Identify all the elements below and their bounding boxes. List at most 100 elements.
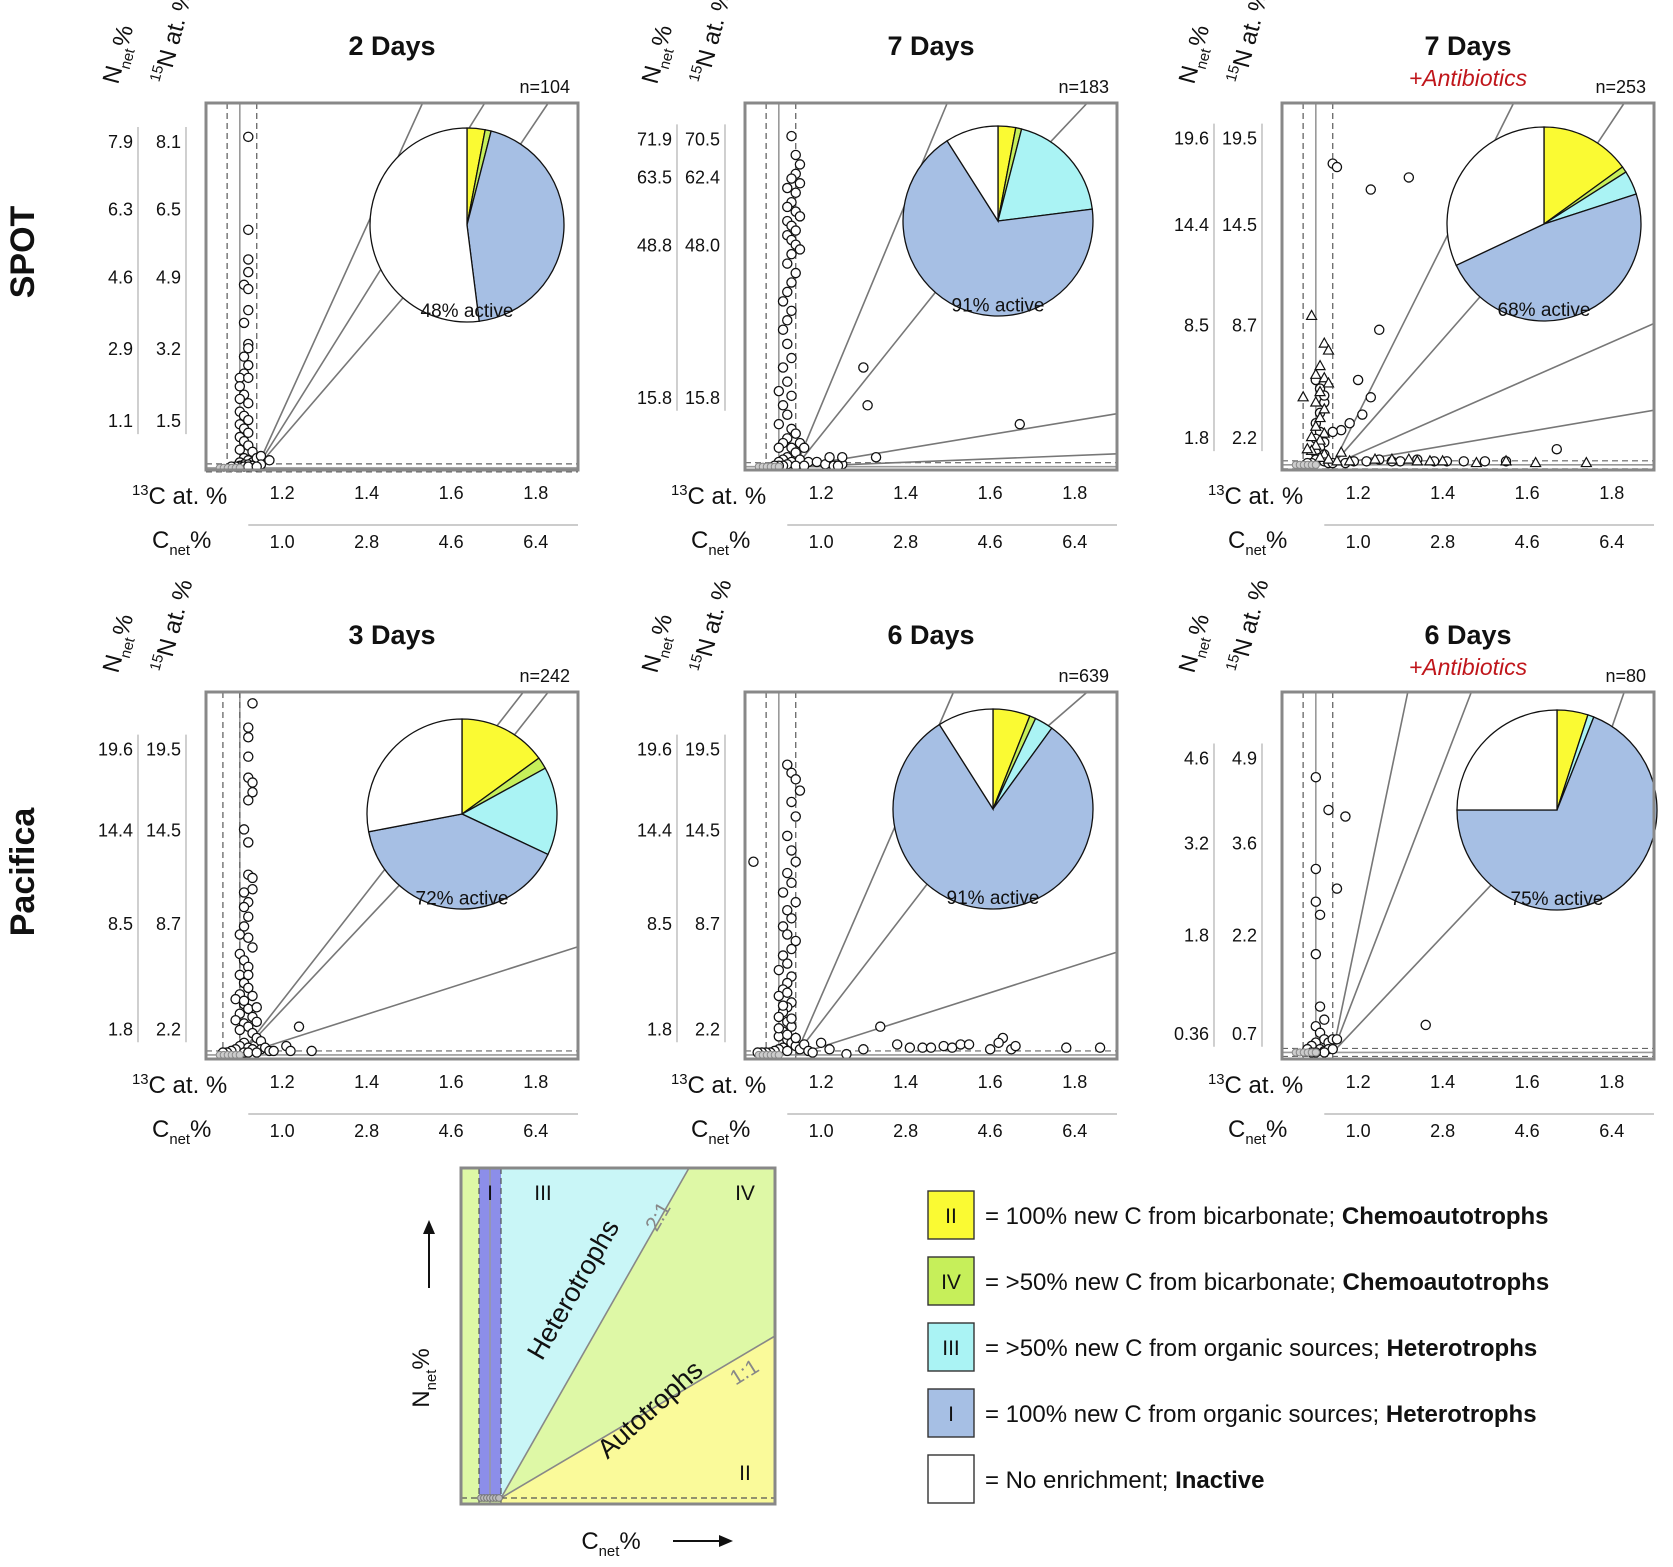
legend: II = 100% new C from bicarbonate; Chemoau… [927, 1190, 1549, 1504]
n15-tick-label: 70.5 [685, 129, 720, 149]
pie-leader-top [513, 691, 549, 736]
data-point [1403, 172, 1415, 183]
data-point [247, 942, 258, 953]
data-point [790, 225, 801, 236]
panel-pacifica-3d: 3 Days n=242 72% active 2.2 1.8 8.7 8.5 14.5 14.… [98, 577, 580, 1148]
n15-tick-label: 14.5 [1222, 215, 1257, 235]
n15-tick-label: 2.2 [1232, 925, 1257, 945]
pie-leader-bottom [239, 883, 401, 1056]
data-point [243, 932, 254, 943]
data-point [786, 390, 797, 402]
c13-axis-title: 13C at. % [132, 1072, 227, 1099]
data-point [938, 1040, 949, 1052]
cnet-tick-label: 1.0 [1346, 1121, 1371, 1141]
data-point [1014, 418, 1026, 430]
pie-leader-bottom [1332, 295, 1482, 466]
nnet-tick-label: 8.5 [647, 914, 672, 934]
n15-tick-label: 8.7 [1232, 316, 1257, 336]
panel-title: 3 Days [348, 620, 435, 650]
data-point [238, 901, 250, 913]
data-point-triangle [1322, 452, 1335, 464]
active-percent-label: 48% active [421, 301, 514, 322]
ratio-1-1-line [500, 1335, 776, 1499]
data-point [243, 131, 254, 143]
n15-tick-label: 19.5 [685, 740, 720, 760]
data-point [1357, 409, 1368, 420]
pie-slice-inactive [946, 125, 999, 224]
n15-tick-label: 1.5 [156, 411, 181, 431]
nnet-tick-label: 1.1 [108, 411, 133, 431]
cnet-tick-label: 4.6 [978, 532, 1003, 552]
c13-tick-label: 1.2 [270, 483, 295, 503]
data-point [824, 1044, 835, 1055]
nnet-tick-label: 7.9 [108, 132, 133, 152]
cnet-tick-label: 2.8 [893, 532, 918, 552]
plot-frame [204, 101, 580, 472]
pie-leader-top [1611, 691, 1625, 728]
data-point [243, 427, 254, 439]
data-point [790, 811, 801, 822]
data-point [777, 950, 789, 961]
data-point [243, 732, 254, 743]
data-point [777, 921, 789, 932]
data-point [824, 451, 835, 463]
data-point [1395, 456, 1406, 467]
active-percent-label: 91% active [947, 888, 1040, 909]
data-point [1479, 456, 1491, 467]
nnet-axis-title: Nnet% [98, 22, 144, 88]
data-point [786, 130, 797, 142]
c13-tick-label: 1.8 [1062, 1072, 1087, 1092]
schematic-y-title: Nnet% [408, 1348, 440, 1407]
c13-tick-label: 1.8 [1599, 483, 1624, 503]
c13-tick-label: 1.2 [270, 1072, 295, 1092]
cnet-axis-title: Cnet% [1228, 527, 1287, 559]
data-point-triangle [1470, 456, 1483, 468]
legend-swatch [927, 1322, 975, 1372]
pie-slice-inactive [1456, 709, 1558, 811]
legend-swatch [927, 1388, 975, 1438]
data-point [1319, 1014, 1330, 1025]
cnet-axis-title: Cnet% [1228, 1116, 1287, 1148]
n-count-label: n=183 [1058, 77, 1109, 97]
x-arrowhead [719, 1535, 733, 1547]
data-point [1310, 948, 1322, 960]
data-point [1458, 456, 1470, 467]
legend-code: III [942, 1337, 960, 1360]
data-point [243, 397, 254, 409]
data-point [782, 987, 793, 998]
data-point-triangle [1368, 452, 1382, 464]
cnet-tick-label: 2.8 [893, 1121, 918, 1141]
nnet-tick-label: 14.4 [98, 820, 133, 840]
data-point [1310, 896, 1322, 907]
ratio-line-3 [1332, 409, 1655, 466]
data-point [786, 305, 797, 317]
data-point [247, 786, 258, 798]
cnet-tick-label: 6.4 [1599, 1121, 1624, 1141]
ratio-line-2 [795, 951, 1118, 1056]
ratio-line-2 [795, 412, 1118, 468]
c13-tick-label: 1.6 [978, 483, 1003, 503]
data-point [798, 442, 810, 454]
data-point [234, 393, 246, 405]
active-percent-label: 68% active [1498, 300, 1591, 321]
data-point-triangle [1318, 371, 1331, 383]
data-point [251, 1047, 262, 1058]
data-point [777, 887, 789, 898]
data-point [1323, 804, 1334, 816]
y-arrowhead [423, 1220, 435, 1234]
data-point [870, 451, 882, 463]
nnet-tick-label: 1.8 [647, 1019, 672, 1039]
ratio-line-2 [1331, 691, 1473, 1053]
data-point [807, 1047, 818, 1058]
n15-tick-label: 48.0 [685, 236, 720, 256]
pie-leader-top [1047, 691, 1088, 727]
data-point [243, 751, 254, 762]
n15-tick-label: 62.4 [685, 168, 720, 188]
data-point [1352, 374, 1364, 386]
data-point [786, 845, 797, 856]
panel-spot-7d-ab: 7 Days +Antibiotics n=253 68% active 2.2 1.8 8… [1174, 0, 1656, 559]
cnet-tick-label: 1.0 [270, 532, 295, 552]
data-point-triangle [1402, 452, 1415, 464]
treatment-label: +Antibiotics [1409, 65, 1528, 91]
